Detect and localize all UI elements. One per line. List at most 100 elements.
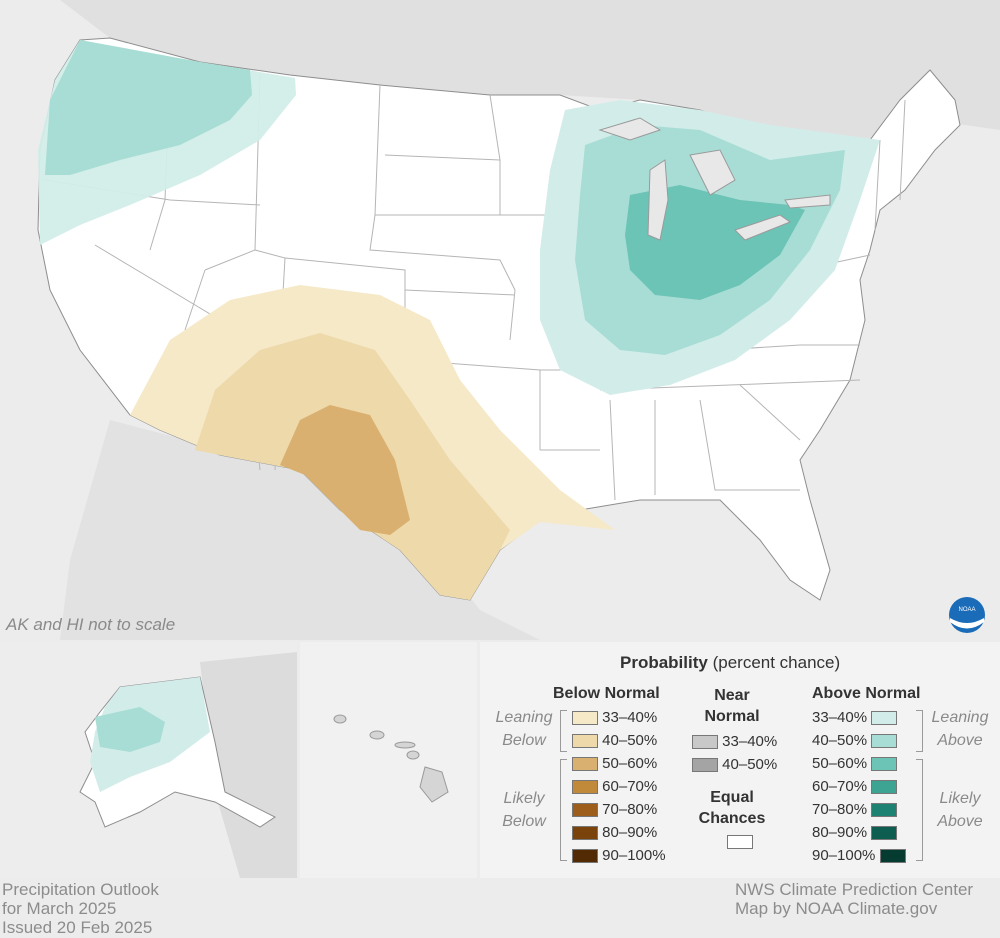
- likely-below-label-line2: Below: [502, 813, 546, 830]
- above-row: 33–40%: [812, 706, 906, 729]
- leaning-above-bracket: [916, 710, 923, 752]
- legend-title-bold: Probability: [620, 653, 708, 672]
- legend-panel: Probability (percent chance) Below Norma…: [480, 642, 1000, 878]
- below-row-label: 70–80%: [602, 801, 658, 818]
- equal-chances-header-line2: Chances: [698, 810, 766, 827]
- leaning-below-label: Leaning Below: [488, 706, 560, 752]
- leaning-below-label-line2: Below: [502, 732, 546, 749]
- below-row-label: 40–50%: [602, 732, 658, 749]
- below-swatch-5: [572, 825, 598, 840]
- above-swatch-0: [871, 710, 898, 725]
- above-swatch-2: [871, 756, 898, 771]
- above-row: 50–60%: [812, 752, 906, 775]
- below-normal-header: Below Normal: [553, 685, 660, 702]
- below-row: 90–100%: [572, 844, 666, 867]
- likely-above-label-line2: Above: [937, 813, 983, 830]
- conus-map-graphic: NOAA: [37, 0, 1000, 640]
- above-swatch-4: [871, 802, 898, 817]
- alaska-above-40-50-zone: [95, 707, 165, 752]
- below-row: 40–50%: [572, 729, 666, 752]
- above-row-label: 90–100%: [812, 847, 876, 864]
- likely-below-bracket: [560, 759, 567, 861]
- below-row-label: 90–100%: [602, 847, 666, 864]
- below-row: 80–90%: [572, 821, 666, 844]
- conus-map: NOAA AK and HI not to scale: [6, 0, 1000, 640]
- likely-above-label: Likely Above: [924, 787, 996, 833]
- below-swatch-3: [572, 779, 598, 794]
- near-row: 40–50%: [692, 753, 777, 776]
- above-normal-header: Above Normal: [812, 685, 921, 702]
- likely-above-bracket: [916, 759, 923, 861]
- below-row-label: 50–60%: [602, 755, 658, 772]
- credit-agency: NWS Climate Prediction Center: [735, 880, 974, 899]
- alaska-map: [79, 652, 297, 878]
- near-row: 33–40%: [692, 730, 777, 753]
- outlook-title: Precipitation Outlook: [2, 880, 159, 899]
- canada-landmass: [200, 652, 297, 878]
- credit-caption: NWS Climate Prediction Center Map by NOA…: [735, 880, 973, 918]
- above-row-label: 70–80%: [812, 801, 868, 818]
- below-row: 60–70%: [572, 775, 666, 798]
- near-normal-header: Near Normal: [692, 685, 772, 727]
- above-swatch-5: [871, 825, 898, 840]
- near-normal-header-line2: Normal: [704, 708, 760, 725]
- above-row-label: 50–60%: [812, 755, 868, 772]
- above-row: 90–100%: [812, 844, 906, 867]
- hawaii-map: [333, 714, 449, 803]
- above-normal-rows: 33–40% 40–50% 50–60% 60–70% 70–80% 80–90…: [812, 706, 906, 867]
- above-swatch-1: [871, 733, 898, 748]
- below-row: 70–80%: [572, 798, 666, 821]
- ohio-valley-above-50-60-zone: [625, 185, 805, 300]
- above-row: 70–80%: [812, 798, 906, 821]
- below-swatch-0: [572, 710, 598, 725]
- equal-chances-header-line1: Equal: [710, 789, 754, 806]
- above-row-label: 33–40%: [812, 709, 868, 726]
- leaning-below-bracket: [560, 710, 567, 752]
- below-swatch-6: [572, 848, 598, 863]
- outlook-period: for March 2025: [2, 899, 117, 918]
- above-row-label: 60–70%: [812, 778, 868, 795]
- below-swatch-1: [572, 733, 598, 748]
- pacific-nw-above-40-50-zone: [45, 40, 252, 175]
- near-row-label: 40–50%: [722, 756, 778, 773]
- legend-title: Probability (percent chance): [620, 653, 840, 673]
- above-row: 40–50%: [812, 729, 906, 752]
- below-swatch-4: [572, 802, 598, 817]
- leaning-below-label-line1: Leaning: [495, 709, 553, 726]
- alaska-inset: [0, 642, 297, 878]
- southwest-below-50-60-zone: [280, 405, 410, 535]
- likely-below-label-line1: Likely: [503, 790, 545, 807]
- outlook-caption: Precipitation Outlook for March 2025 Iss…: [2, 880, 159, 937]
- great-lakes: [598, 117, 831, 241]
- legend-title-rest: (percent chance): [707, 653, 841, 672]
- below-row: 50–60%: [572, 752, 666, 775]
- noaa-logo-text: NOAA: [958, 607, 975, 613]
- leaning-above-label-line1: Leaning: [931, 709, 989, 726]
- near-normal-header-line1: Near: [714, 687, 750, 704]
- above-row-label: 80–90%: [812, 824, 868, 841]
- below-normal-rows: 33–40% 40–50% 50–60% 60–70% 70–80% 80–90…: [572, 706, 666, 867]
- near-row-label: 33–40%: [722, 733, 778, 750]
- above-row: 60–70%: [812, 775, 906, 798]
- near-normal-rows: 33–40% 40–50%: [692, 730, 777, 776]
- above-swatch-3: [871, 779, 898, 794]
- likely-above-label-line1: Likely: [939, 790, 981, 807]
- below-row-label: 80–90%: [602, 824, 658, 841]
- above-row-label: 40–50%: [812, 732, 868, 749]
- below-swatch-2: [572, 756, 598, 771]
- above-swatch-6: [879, 848, 906, 863]
- leaning-above-label: Leaning Above: [924, 706, 996, 752]
- below-row-label: 60–70%: [602, 778, 658, 795]
- below-row-label: 33–40%: [602, 709, 658, 726]
- near-swatch-0: [692, 734, 718, 749]
- noaa-logo-wave: [950, 618, 984, 629]
- hawaii-islands: [333, 714, 449, 803]
- mexico-landmass: [60, 420, 540, 640]
- near-swatch-1: [692, 757, 718, 772]
- scale-note: AK and HI not to scale: [6, 615, 176, 634]
- outlook-issue-date: Issued 20 Feb 2025: [2, 918, 153, 937]
- canada-landmass: [60, 0, 1000, 150]
- leaning-above-label-line2: Above: [937, 732, 983, 749]
- equal-chances-swatch: [727, 835, 753, 849]
- above-row: 80–90%: [812, 821, 906, 844]
